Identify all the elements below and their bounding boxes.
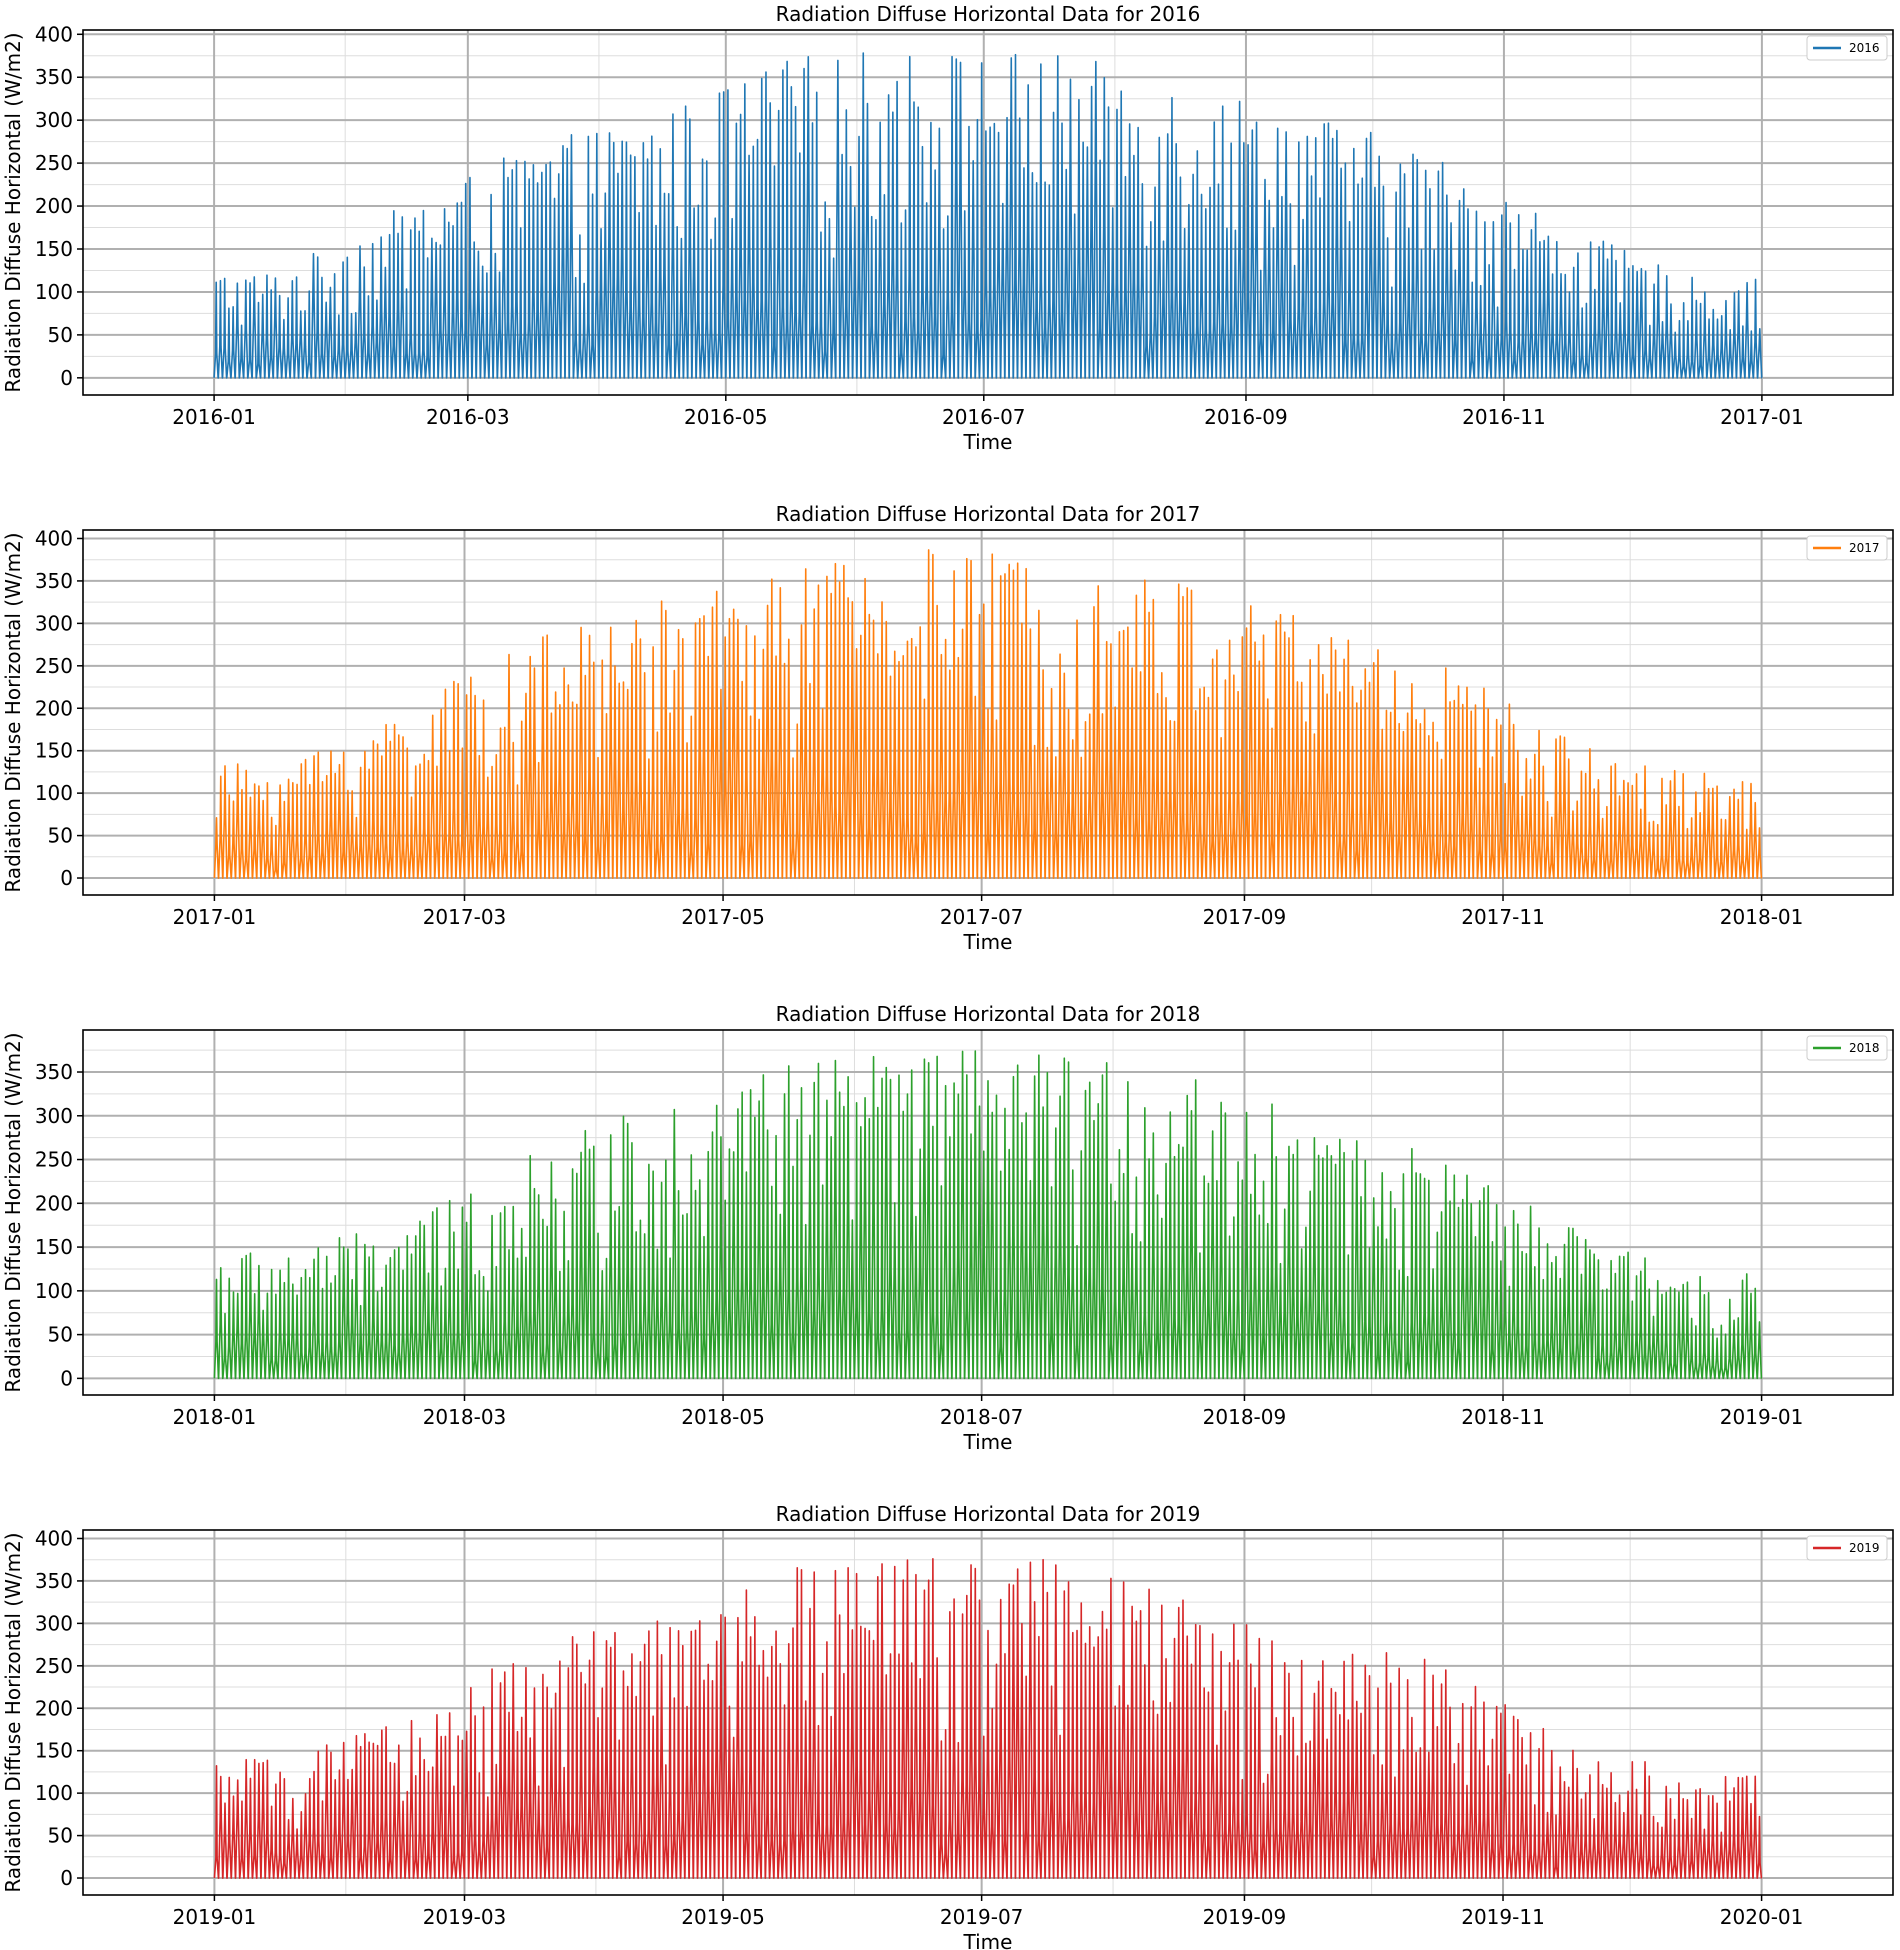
y-tick-label: 100 — [35, 280, 73, 304]
series-line-2017 — [213, 549, 1763, 879]
y-tick-label: 100 — [35, 1279, 73, 1303]
x-tick-label: 2016-11 — [1462, 405, 1546, 429]
plot-frame — [82, 1029, 1894, 1396]
y-axis-label: Radiation Diffuse Horizontal (W/m2) — [1, 532, 25, 892]
chart-panel: Radiation Diffuse Horizontal Data for 20… — [1, 502, 1894, 954]
y-tick-label: 250 — [35, 1148, 73, 1172]
x-tick-label: 2019-05 — [681, 1905, 765, 1929]
plot-frame — [82, 1529, 1894, 1896]
y-tick-label: 100 — [35, 781, 73, 805]
x-tick-label: 2018-03 — [423, 1405, 507, 1429]
y-tick-label: 200 — [35, 1696, 73, 1720]
y-tick-label: 300 — [35, 1611, 73, 1635]
x-tick-label: 2018-11 — [1461, 1405, 1545, 1429]
x-tick-label: 2016-01 — [172, 405, 256, 429]
legend-box — [1806, 1535, 1888, 1561]
y-tick-label: 300 — [35, 611, 73, 635]
x-tick-label: 2016-05 — [684, 405, 768, 429]
x-tick-label: 2016-09 — [1204, 405, 1288, 429]
chart-title: Radiation Diffuse Horizontal Data for 20… — [776, 502, 1201, 526]
chart-title: Radiation Diffuse Horizontal Data for 20… — [776, 1002, 1201, 1026]
x-tick-label: 2019-07 — [940, 1905, 1024, 1929]
x-tick-label: 2018-01 — [173, 1405, 257, 1429]
y-axis-label: Radiation Diffuse Horizontal (W/m2) — [1, 32, 25, 392]
x-tick-label: 2018-09 — [1203, 1405, 1287, 1429]
y-tick-label: 50 — [48, 323, 73, 347]
x-tick-label: 2017-05 — [681, 905, 765, 929]
y-tick-label: 0 — [60, 366, 73, 390]
chart-panel: Radiation Diffuse Horizontal Data for 20… — [1, 1002, 1894, 1454]
plot-frame — [82, 529, 1894, 896]
legend-label: 2018 — [1849, 1041, 1880, 1055]
chart-title: Radiation Diffuse Horizontal Data for 20… — [776, 2, 1201, 26]
legend-box — [1806, 535, 1888, 561]
x-axis-label: Time — [963, 930, 1013, 954]
x-tick-label: 2017-07 — [940, 905, 1024, 929]
legend-box — [1806, 1035, 1888, 1061]
y-tick-label: 400 — [35, 22, 73, 46]
y-tick-label: 400 — [35, 1526, 73, 1550]
y-tick-label: 350 — [35, 65, 73, 89]
y-tick-label: 50 — [48, 1323, 73, 1347]
y-tick-label: 0 — [60, 866, 73, 890]
y-tick-label: 350 — [35, 569, 73, 593]
y-axis-label: Radiation Diffuse Horizontal (W/m2) — [1, 1032, 25, 1392]
y-tick-label: 50 — [48, 1824, 73, 1848]
x-tick-label: 2017-01 — [1720, 405, 1804, 429]
x-tick-label: 2016-07 — [942, 405, 1026, 429]
x-axis-label: Time — [963, 1930, 1013, 1950]
y-tick-label: 400 — [35, 526, 73, 550]
y-tick-label: 300 — [35, 1104, 73, 1128]
x-tick-label: 2019-01 — [1720, 1405, 1804, 1429]
legend-label: 2016 — [1849, 41, 1880, 55]
legend-label: 2019 — [1849, 1541, 1880, 1555]
legend-label: 2017 — [1849, 541, 1880, 555]
y-tick-label: 350 — [35, 1060, 73, 1084]
x-axis-label: Time — [963, 430, 1013, 454]
y-tick-label: 150 — [35, 1739, 73, 1763]
x-tick-label: 2016-03 — [426, 405, 510, 429]
y-tick-label: 150 — [35, 739, 73, 763]
y-tick-label: 150 — [35, 1235, 73, 1259]
plot-frame — [82, 29, 1894, 396]
y-tick-label: 350 — [35, 1569, 73, 1593]
y-tick-label: 0 — [60, 1866, 73, 1890]
y-tick-label: 200 — [35, 1191, 73, 1215]
y-tick-label: 0 — [60, 1366, 73, 1390]
y-tick-label: 200 — [35, 194, 73, 218]
x-tick-label: 2019-01 — [173, 1905, 257, 1929]
legend-box — [1806, 35, 1888, 61]
x-tick-label: 2017-11 — [1461, 905, 1545, 929]
y-tick-label: 50 — [48, 824, 73, 848]
x-tick-label: 2017-01 — [173, 905, 257, 929]
x-axis-label: Time — [963, 1430, 1013, 1454]
x-tick-label: 2020-01 — [1720, 1905, 1804, 1929]
x-tick-label: 2019-11 — [1461, 1905, 1545, 1929]
y-tick-label: 250 — [35, 654, 73, 678]
chart-panel: Radiation Diffuse Horizontal Data for 20… — [1, 2, 1894, 454]
chart-panel: Radiation Diffuse Horizontal Data for 20… — [1, 1502, 1894, 1950]
y-tick-label: 250 — [35, 151, 73, 175]
x-tick-label: 2018-05 — [681, 1405, 765, 1429]
y-tick-label: 300 — [35, 108, 73, 132]
x-tick-label: 2017-09 — [1203, 905, 1287, 929]
y-tick-label: 150 — [35, 237, 73, 261]
series-line-2019 — [213, 1557, 1763, 1879]
x-tick-label: 2019-09 — [1203, 1905, 1287, 1929]
y-tick-label: 250 — [35, 1654, 73, 1678]
x-tick-label: 2017-03 — [423, 905, 507, 929]
y-tick-label: 200 — [35, 696, 73, 720]
y-axis-label: Radiation Diffuse Horizontal (W/m2) — [1, 1532, 25, 1892]
x-tick-label: 2019-03 — [423, 1905, 507, 1929]
chart-title: Radiation Diffuse Horizontal Data for 20… — [776, 1502, 1201, 1526]
series-line-2018 — [213, 1050, 1763, 1380]
x-tick-label: 2018-01 — [1720, 905, 1804, 929]
y-tick-label: 100 — [35, 1781, 73, 1805]
series-line-2016 — [213, 52, 1763, 379]
x-tick-label: 2018-07 — [940, 1405, 1024, 1429]
